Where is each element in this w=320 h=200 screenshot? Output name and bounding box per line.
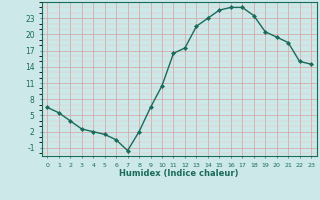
X-axis label: Humidex (Indice chaleur): Humidex (Indice chaleur) bbox=[119, 169, 239, 178]
